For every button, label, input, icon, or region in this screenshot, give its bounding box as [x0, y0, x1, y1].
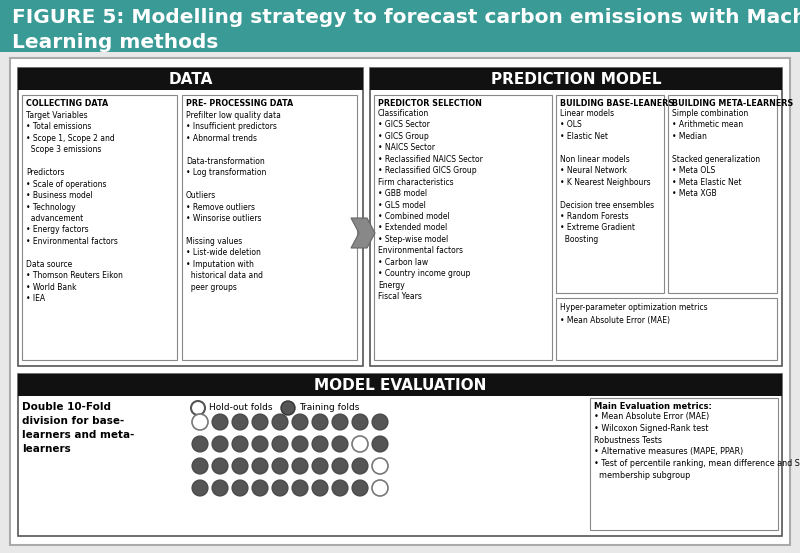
Circle shape [272, 414, 288, 430]
Circle shape [272, 458, 288, 474]
Bar [18, 374, 782, 396]
Text: Simple combination
• Arithmetic mean
• Median

Stacked generalization
• Meta OLS: Simple combination • Arithmetic mean • M… [672, 109, 760, 198]
Circle shape [352, 436, 368, 452]
Circle shape [272, 436, 288, 452]
Text: BUILDING BASE-LEANERS: BUILDING BASE-LEANERS [560, 99, 674, 108]
Circle shape [332, 480, 348, 496]
Bar [374, 95, 552, 360]
Circle shape [252, 414, 268, 430]
Text: Training folds: Training folds [299, 403, 359, 412]
Circle shape [191, 401, 205, 415]
Circle shape [292, 436, 308, 452]
Circle shape [292, 414, 308, 430]
Bar [10, 58, 790, 545]
Text: FIGURE 5: Modelling strategy to forecast carbon emissions with Machine
Learning : FIGURE 5: Modelling strategy to forecast… [12, 8, 800, 52]
Text: • Mean Absolute Error (MAE)
• Wilcoxon Signed-Rank test
Robustness Tests
• Alter: • Mean Absolute Error (MAE) • Wilcoxon S… [594, 412, 800, 480]
Circle shape [312, 436, 328, 452]
Circle shape [352, 480, 368, 496]
Text: Classification
• GICS Sector
• GICS Group
• NAICS Sector
• Reclassified NAICS Se: Classification • GICS Sector • GICS Grou… [378, 109, 483, 301]
Circle shape [352, 414, 368, 430]
Text: Double 10-Fold
division for base-
learners and meta-
learners: Double 10-Fold division for base- learne… [22, 402, 134, 454]
Bar [18, 68, 363, 366]
Text: Hyper-parameter optimization metrics
• Mean Absolute Error (MAE): Hyper-parameter optimization metrics • M… [560, 303, 708, 325]
Circle shape [232, 458, 248, 474]
Circle shape [212, 480, 228, 496]
Bar [590, 398, 778, 530]
Circle shape [272, 480, 288, 496]
Text: Main Evaluation metrics:: Main Evaluation metrics: [594, 402, 712, 411]
Bar [18, 68, 363, 90]
Circle shape [312, 458, 328, 474]
Circle shape [352, 458, 368, 474]
Text: Linear models
• OLS
• Elastic Net

Non linear models
• Neural Network
• K Neares: Linear models • OLS • Elastic Net Non li… [560, 109, 654, 244]
Bar [556, 298, 777, 360]
Bar [370, 68, 782, 366]
Circle shape [192, 436, 208, 452]
Circle shape [372, 458, 388, 474]
Circle shape [192, 480, 208, 496]
Circle shape [232, 414, 248, 430]
Text: BUILDING META-LEARNERS: BUILDING META-LEARNERS [672, 99, 794, 108]
Circle shape [252, 458, 268, 474]
Circle shape [292, 458, 308, 474]
Circle shape [372, 414, 388, 430]
Circle shape [212, 414, 228, 430]
Text: MODEL EVALUATION: MODEL EVALUATION [314, 378, 486, 393]
Circle shape [192, 414, 208, 430]
Text: Target Variables
• Total emissions
• Scope 1, Scope 2 and
  Scope 3 emissions

P: Target Variables • Total emissions • Sco… [26, 111, 123, 303]
Bar [182, 95, 357, 360]
Bar [556, 95, 664, 293]
Bar [22, 95, 177, 360]
Bar [0, 0, 800, 52]
Circle shape [372, 480, 388, 496]
Circle shape [312, 480, 328, 496]
Circle shape [332, 458, 348, 474]
Text: COLLECTING DATA: COLLECTING DATA [26, 99, 108, 108]
Bar [668, 95, 777, 293]
Circle shape [281, 401, 295, 415]
Text: Prefilter low quality data
• Insufficient predictors
• Abnormal trends

Data-tra: Prefilter low quality data • Insufficien… [186, 111, 281, 292]
Text: PREDICTOR SELECTION: PREDICTOR SELECTION [378, 99, 482, 108]
Circle shape [232, 436, 248, 452]
Bar [18, 374, 782, 536]
Circle shape [252, 480, 268, 496]
Text: PRE- PROCESSING DATA: PRE- PROCESSING DATA [186, 99, 294, 108]
Circle shape [212, 436, 228, 452]
Circle shape [312, 414, 328, 430]
Circle shape [232, 480, 248, 496]
Text: PREDICTION MODEL: PREDICTION MODEL [490, 71, 662, 86]
Circle shape [332, 414, 348, 430]
Text: Hold-out folds: Hold-out folds [209, 403, 273, 412]
Circle shape [192, 458, 208, 474]
Text: DATA: DATA [168, 71, 213, 86]
Circle shape [252, 436, 268, 452]
Circle shape [332, 436, 348, 452]
Circle shape [212, 458, 228, 474]
Circle shape [292, 480, 308, 496]
Circle shape [372, 436, 388, 452]
Polygon shape [351, 218, 375, 248]
Bar [370, 68, 782, 90]
